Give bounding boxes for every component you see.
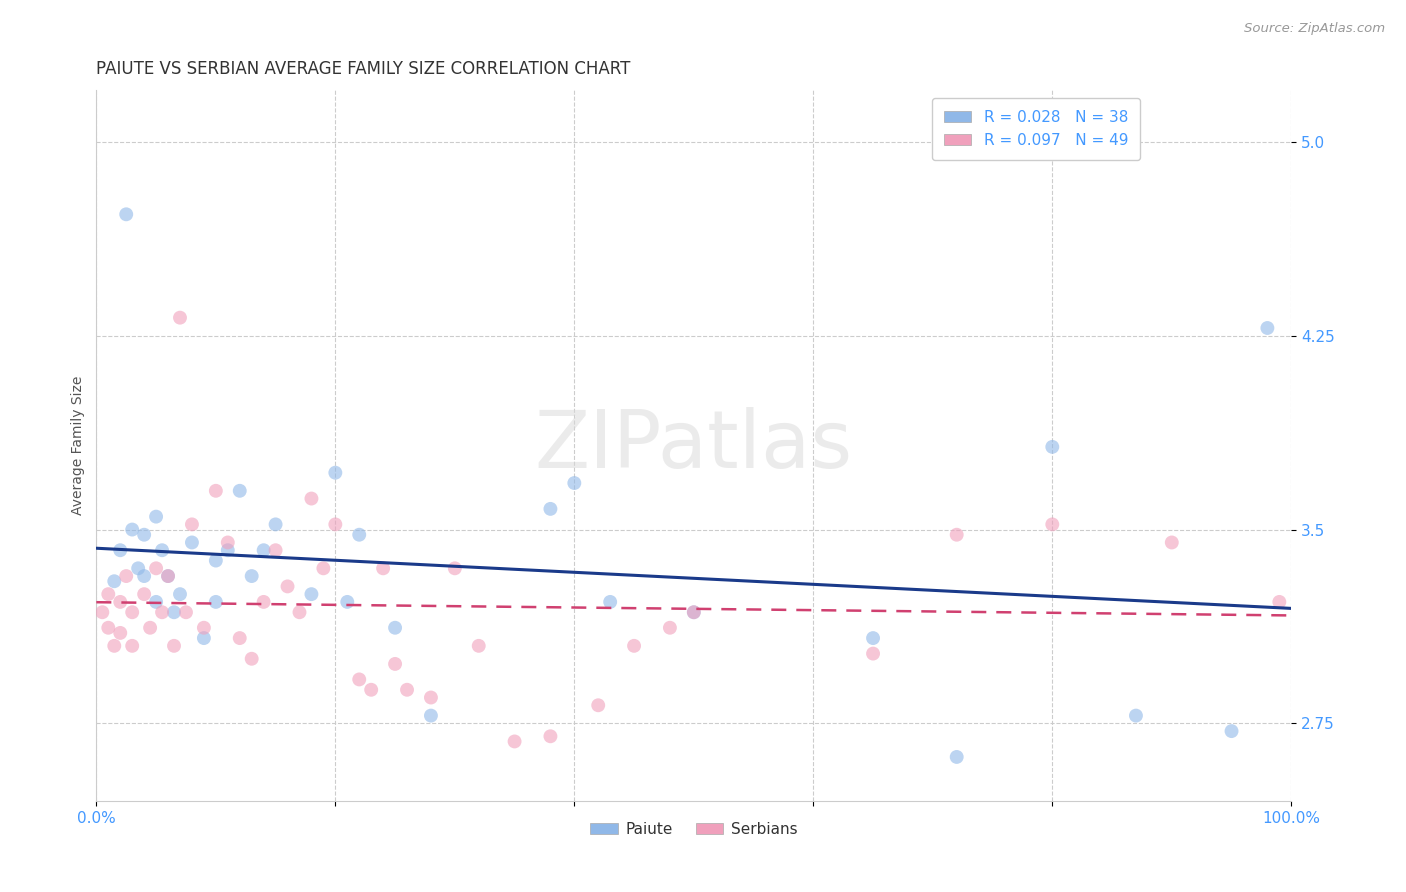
Point — [862, 631, 884, 645]
Point — [181, 535, 204, 549]
Point — [240, 652, 263, 666]
Point — [115, 569, 138, 583]
Point — [115, 207, 138, 221]
Point — [443, 561, 465, 575]
Point — [682, 605, 704, 619]
Point — [110, 626, 132, 640]
Point — [229, 631, 252, 645]
Point — [419, 708, 441, 723]
Point — [205, 595, 228, 609]
Point — [384, 657, 406, 671]
Point — [1220, 724, 1243, 739]
Point — [395, 682, 418, 697]
Point — [325, 517, 347, 532]
Point — [503, 734, 526, 748]
Point — [205, 553, 228, 567]
Point — [134, 587, 156, 601]
Point — [586, 698, 609, 713]
Point — [193, 631, 215, 645]
Point — [127, 561, 149, 575]
Point — [1125, 708, 1147, 723]
Point — [240, 569, 263, 583]
Point — [562, 476, 585, 491]
Point — [97, 587, 120, 601]
Point — [336, 595, 359, 609]
Y-axis label: Average Family Size: Average Family Size — [72, 376, 86, 516]
Point — [145, 509, 167, 524]
Point — [360, 682, 382, 697]
Point — [217, 543, 239, 558]
Point — [134, 569, 156, 583]
Point — [264, 517, 287, 532]
Point — [121, 639, 143, 653]
Point — [1040, 517, 1063, 532]
Point — [174, 605, 197, 619]
Point — [110, 543, 132, 558]
Point — [623, 639, 645, 653]
Point — [1256, 321, 1278, 335]
Point — [373, 561, 395, 575]
Text: ZIPatlas: ZIPatlas — [534, 407, 853, 484]
Point — [312, 561, 335, 575]
Point — [97, 621, 120, 635]
Point — [103, 574, 125, 589]
Point — [157, 569, 180, 583]
Point — [658, 621, 681, 635]
Point — [121, 605, 143, 619]
Legend: Paiute, Serbians: Paiute, Serbians — [583, 816, 803, 843]
Point — [169, 310, 191, 325]
Point — [150, 605, 173, 619]
Point — [157, 569, 180, 583]
Point — [682, 605, 704, 619]
Text: Source: ZipAtlas.com: Source: ZipAtlas.com — [1244, 22, 1385, 36]
Point — [945, 527, 967, 541]
Point — [301, 491, 323, 506]
Point — [467, 639, 489, 653]
Point — [145, 595, 167, 609]
Point — [325, 466, 347, 480]
Point — [264, 543, 287, 558]
Point — [229, 483, 252, 498]
Point — [163, 605, 186, 619]
Point — [288, 605, 311, 619]
Point — [205, 483, 228, 498]
Point — [139, 621, 162, 635]
Point — [349, 527, 371, 541]
Point — [1040, 440, 1063, 454]
Point — [193, 621, 215, 635]
Point — [419, 690, 441, 705]
Point — [217, 535, 239, 549]
Point — [599, 595, 621, 609]
Point — [134, 527, 156, 541]
Point — [1268, 595, 1291, 609]
Point — [538, 729, 561, 743]
Point — [384, 621, 406, 635]
Point — [862, 647, 884, 661]
Point — [163, 639, 186, 653]
Point — [145, 561, 167, 575]
Point — [538, 501, 561, 516]
Point — [253, 595, 276, 609]
Point — [253, 543, 276, 558]
Point — [91, 605, 114, 619]
Point — [181, 517, 204, 532]
Text: PAIUTE VS SERBIAN AVERAGE FAMILY SIZE CORRELATION CHART: PAIUTE VS SERBIAN AVERAGE FAMILY SIZE CO… — [97, 60, 631, 78]
Point — [349, 673, 371, 687]
Point — [277, 579, 299, 593]
Point — [150, 543, 173, 558]
Point — [301, 587, 323, 601]
Point — [169, 587, 191, 601]
Point — [110, 595, 132, 609]
Point — [103, 639, 125, 653]
Point — [121, 523, 143, 537]
Point — [1160, 535, 1182, 549]
Point — [945, 750, 967, 764]
